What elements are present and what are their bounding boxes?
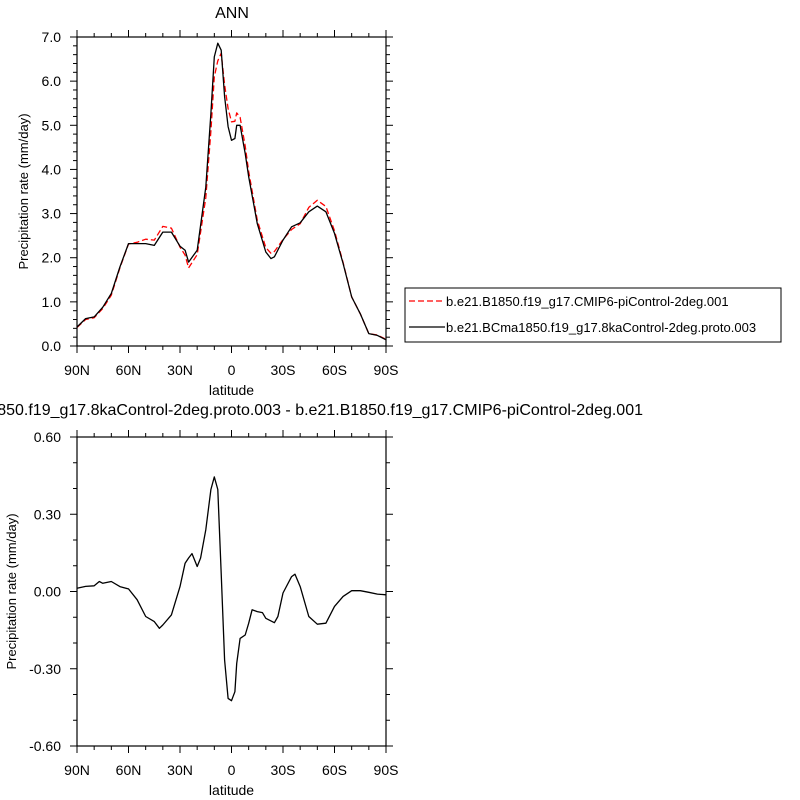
top-panel: ANN 90N 60N 30N 0 30S 60S 90S 0.0 1.0 2.0 3.0 4.0 5.0… xyxy=(16,5,398,398)
x-tick-label: 30N xyxy=(167,362,193,378)
y-tick-label: 4.0 xyxy=(42,161,62,177)
chart-title: b.e21.BCma1850.f19_g17.8kaControl-2deg.p… xyxy=(0,402,643,419)
legend: b.e21.B1850.f19_g17.CMIP6-piControl-2deg… xyxy=(404,287,782,343)
legend-entry: b.e21.BCma1850.f19_g17.8kaControl-2deg.p… xyxy=(446,320,756,335)
legend-box xyxy=(404,287,782,343)
x-tick-label: 90N xyxy=(64,362,90,378)
y-tick-label: 0.30 xyxy=(34,506,61,522)
x-tick-label: 30S xyxy=(271,762,296,778)
x-tick-label: 90N xyxy=(64,762,90,778)
legend-entry: b.e21.B1850.f19_g17.CMIP6-piControl-2deg… xyxy=(446,294,729,309)
plot-frame xyxy=(76,36,387,347)
difference-line xyxy=(76,476,387,702)
y-tick-label: 0.60 xyxy=(34,429,61,445)
x-tick-label: 90S xyxy=(374,362,399,378)
y-axis-label: Precipitation rate (mm/day) xyxy=(4,513,19,669)
x-tick-label: 30S xyxy=(271,362,296,378)
x-axis-label: latitude xyxy=(209,382,254,398)
plot-frame xyxy=(76,436,387,747)
y-tick-label: 5.0 xyxy=(42,117,62,133)
y-tick-label: 3.0 xyxy=(42,206,62,222)
y-tick-label: 7.0 xyxy=(42,29,62,45)
series-line-piControl xyxy=(76,52,387,340)
x-tick-label: 60N xyxy=(116,362,142,378)
y-tick-label: -0.60 xyxy=(29,738,61,754)
y-tick-label: 1.0 xyxy=(42,294,62,310)
x-tick-label: 0 xyxy=(228,762,236,778)
x-tick-label: 60S xyxy=(322,762,347,778)
y-tick-label: 6.0 xyxy=(42,73,62,89)
x-tick-label: 0 xyxy=(228,362,236,378)
x-tick-label: 60S xyxy=(322,362,347,378)
y-tick-label: -0.30 xyxy=(29,661,61,677)
x-axis-label: latitude xyxy=(209,782,254,798)
x-tick-label: 30N xyxy=(167,762,193,778)
y-tick-label: 0.0 xyxy=(42,338,62,354)
x-tick-label: 60N xyxy=(116,762,142,778)
y-axis-label: Precipitation rate (mm/day) xyxy=(16,113,31,269)
series-line-8kaControl xyxy=(76,42,387,341)
y-tick-label: 0.00 xyxy=(34,584,61,600)
chart-title: ANN xyxy=(215,5,249,22)
y-tick-label: 2.0 xyxy=(42,250,62,266)
bottom-panel: b.e21.BCma1850.f19_g17.8kaControl-2deg.p… xyxy=(0,402,643,798)
x-tick-label: 90S xyxy=(374,762,399,778)
